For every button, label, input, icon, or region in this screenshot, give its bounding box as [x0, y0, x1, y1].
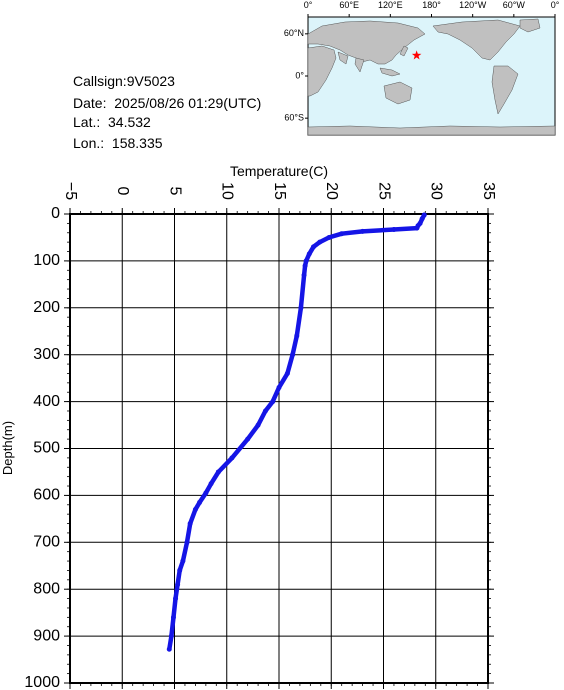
map-lon-label: 120°E — [378, 0, 403, 10]
world-map-inset: 0° 60°E 120°E 180° 120°W 60°W 0° 60°N 0° 60°S — [284, 0, 560, 136]
profile-point — [197, 499, 203, 505]
x-tick-label: 15 — [271, 182, 288, 200]
map-lon-label: 60°E — [339, 0, 359, 10]
profile-point — [360, 228, 366, 234]
map-lat-label: 0° — [295, 70, 304, 80]
profile-point — [215, 469, 221, 475]
station-marker — [411, 50, 422, 60]
y-tick-label: 800 — [33, 580, 60, 597]
map-lat-label: 60°S — [284, 113, 304, 123]
y-tick-label: 100 — [33, 252, 60, 269]
profile-point — [187, 521, 193, 527]
latitude-text: Lat.: 34.532 — [73, 114, 151, 130]
profile-point — [208, 481, 214, 487]
profile-point — [177, 567, 183, 573]
profile-point — [245, 436, 251, 442]
profile-point — [284, 370, 290, 376]
profile-point — [175, 582, 181, 588]
profile-point — [203, 490, 209, 496]
x-axis-title: Temperature(C) — [230, 163, 328, 179]
profile-point — [262, 408, 268, 414]
map-lon-label: 60°W — [503, 0, 526, 10]
map-lon-label: 0° — [304, 0, 313, 10]
profile-point — [303, 258, 309, 264]
map-lon-label: 120°W — [459, 0, 487, 10]
y-axis-title: Depth(m) — [0, 421, 15, 475]
x-tick-label: 20 — [323, 182, 340, 200]
y-tick-label: 700 — [33, 534, 60, 551]
profile-point — [255, 422, 261, 428]
profile-point — [180, 558, 186, 564]
profile-point — [326, 234, 332, 240]
map-lon-label: 180° — [422, 0, 441, 10]
profile-point — [229, 455, 235, 461]
y-tick-label: 400 — [33, 393, 60, 410]
profile-point — [414, 225, 420, 231]
profile-point — [301, 272, 307, 278]
profile-point — [298, 305, 304, 311]
profile-point — [294, 333, 300, 339]
y-tick-label: 600 — [33, 487, 60, 504]
profile-point — [192, 506, 198, 512]
y-tick-label: 1000 — [24, 674, 60, 690]
profile-point — [339, 231, 345, 237]
profile-point — [168, 633, 174, 639]
profile-point — [166, 646, 172, 652]
profile-point — [419, 216, 425, 222]
profile-point — [290, 352, 296, 358]
x-tick-label: 30 — [428, 182, 445, 200]
temperature-profile-line — [167, 212, 427, 652]
x-tick-label: −5 — [62, 182, 79, 200]
y-tick-label: 900 — [33, 627, 60, 644]
x-tick-label: 25 — [375, 182, 392, 200]
x-tick-label: 10 — [219, 182, 236, 200]
map-lon-label: 0° — [551, 0, 560, 10]
map-land — [307, 18, 556, 136]
date-text: Date: 2025/08/26 01:29(UTC) — [73, 95, 262, 111]
profile-point — [317, 239, 323, 245]
profile-point — [276, 385, 282, 391]
profile-point — [270, 399, 276, 405]
profile-point — [391, 226, 397, 232]
profile-point — [421, 212, 427, 218]
y-tick-label: 500 — [33, 440, 60, 457]
callsign-text: Callsign:9V5023 — [73, 73, 175, 89]
y-tick-label: 200 — [33, 299, 60, 316]
profile-point — [184, 539, 190, 545]
map-lat-label: 60°N — [284, 28, 304, 38]
profile-point — [310, 244, 316, 250]
profile-point — [306, 251, 312, 257]
profile-point — [302, 263, 308, 269]
x-tick-label: 0 — [114, 187, 131, 196]
x-tick-label: 5 — [166, 187, 183, 196]
x-tick-label: 35 — [480, 182, 497, 200]
profile-point — [170, 614, 176, 620]
longitude-text: Lon.: 158.335 — [73, 135, 163, 151]
y-tick-label: 0 — [51, 205, 60, 222]
profile-point — [173, 596, 179, 602]
y-tick-label: 300 — [33, 346, 60, 363]
